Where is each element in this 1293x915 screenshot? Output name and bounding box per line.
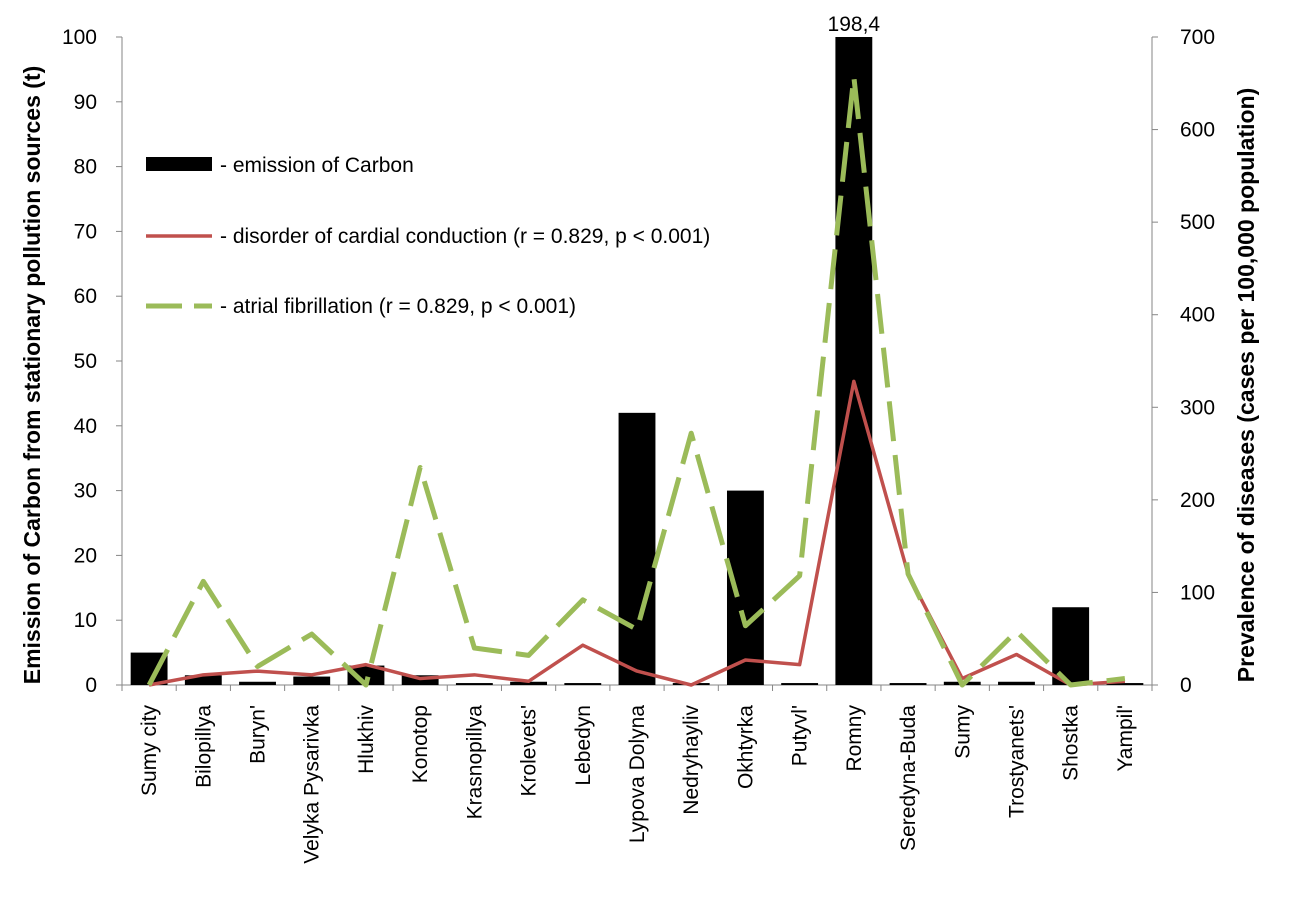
y-tick-label: 90 xyxy=(74,91,97,114)
bar xyxy=(564,683,602,685)
x-tick-label: Sumy city xyxy=(138,705,161,797)
y-tick-label: 60 xyxy=(74,285,97,308)
y-tick-label: 10 xyxy=(74,609,97,632)
y2-tick-label: 400 xyxy=(1180,304,1215,327)
y2-tick-label: 100 xyxy=(1180,581,1215,604)
data-label: 198,4 xyxy=(828,13,881,36)
y2-axis-title: Prevalence of diseases (cases per 100,00… xyxy=(1233,88,1259,682)
x-tick-label: Konotop xyxy=(409,705,432,783)
x-tick-label: Lebedyn xyxy=(572,705,595,786)
x-tick-label: Buryn' xyxy=(247,705,270,764)
y-tick-label: 70 xyxy=(74,220,97,243)
bar xyxy=(510,681,548,685)
x-tick-label: Romny xyxy=(843,705,866,772)
bar xyxy=(184,675,222,685)
y2-tick-label: 200 xyxy=(1180,489,1215,512)
x-tick-label: Krolevets' xyxy=(518,705,541,797)
y-tick-label: 20 xyxy=(74,544,97,567)
x-tick-label: Hlukhiv xyxy=(355,705,378,774)
y2-tick-label: 500 xyxy=(1180,211,1215,234)
x-tick-label: Nedryhayliv xyxy=(680,705,703,815)
y2-tick-label: 700 xyxy=(1180,26,1215,49)
y-tick-label: 80 xyxy=(74,156,97,179)
legend-label: - disorder of cardial conduction (r = 0.… xyxy=(220,225,710,248)
y-tick-label: 100 xyxy=(62,26,97,49)
x-tick-label: Velyka Pysarivka xyxy=(301,705,324,864)
bar xyxy=(998,681,1035,685)
series-line-atrial-fibrillation xyxy=(146,74,1126,688)
y-axis-title: Emission of Carbon from stationary pollu… xyxy=(19,66,45,685)
bar xyxy=(1052,607,1090,685)
x-tick-label: Putyvl' xyxy=(789,705,812,766)
x-tick-label: Okhtyrka xyxy=(734,705,757,789)
bar xyxy=(1106,683,1144,685)
x-tick-label: Yampil' xyxy=(1114,705,1137,772)
bar xyxy=(889,683,927,685)
bar xyxy=(293,676,331,685)
y-tick-label: 50 xyxy=(74,350,97,373)
y2-tick-label: 600 xyxy=(1180,119,1215,142)
bar xyxy=(347,665,385,685)
x-tick-label: Shostka xyxy=(1060,705,1083,781)
bar xyxy=(239,681,276,685)
x-tick-label: Seredyna-Buda xyxy=(897,705,920,851)
bar xyxy=(835,37,873,685)
x-tick-label: Bilopillya xyxy=(192,705,215,788)
y-tick-label: 30 xyxy=(74,480,97,503)
y2-tick-label: 0 xyxy=(1180,674,1192,697)
tick-labels: 0 10 20 30 40 50 60 70 80 90 100 0 100 200 300 400 500 60… xyxy=(62,26,1215,864)
legend-label: - emission of Carbon xyxy=(220,154,414,177)
x-tick-label: Krasnopillya xyxy=(463,705,486,820)
series-line-cardial-conduction xyxy=(148,379,1126,687)
y-tick-label: 40 xyxy=(74,415,97,438)
x-tick-label: Sumy xyxy=(951,705,974,759)
bar xyxy=(618,412,656,685)
legend: - emission of Carbon - disorder of cardia… xyxy=(146,154,710,318)
annotations: 198,4 xyxy=(828,13,881,36)
legend-swatch-bar xyxy=(146,157,212,171)
bar xyxy=(781,683,819,685)
bar-series-emission xyxy=(130,37,1144,685)
x-tick-label: Trostyanets' xyxy=(1005,705,1028,818)
bar xyxy=(455,683,493,685)
y2-tick-label: 300 xyxy=(1180,396,1215,419)
legend-label: - atrial fibrillation (r = 0.829, p < 0.… xyxy=(220,295,576,318)
line-series xyxy=(146,74,1126,688)
y-tick-label: 0 xyxy=(85,674,97,697)
x-tick-label: Lypova Dolyna xyxy=(626,705,649,843)
